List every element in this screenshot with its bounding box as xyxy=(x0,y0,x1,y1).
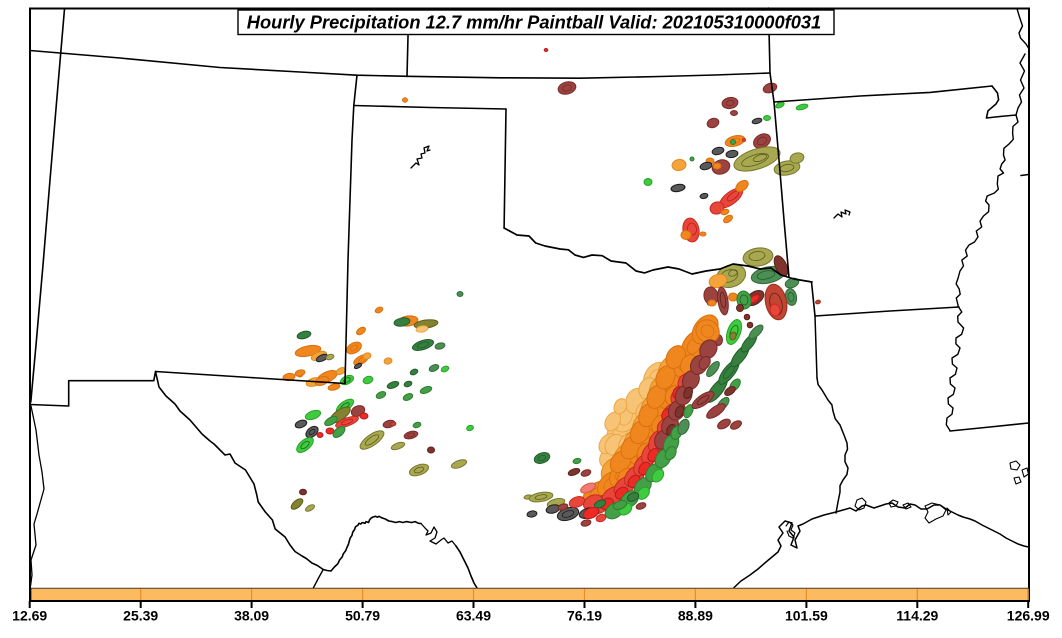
svg-text:101.59: 101.59 xyxy=(785,608,828,624)
svg-text:88.89: 88.89 xyxy=(678,608,713,624)
svg-text:126.99: 126.99 xyxy=(1007,608,1050,624)
svg-text:38.09: 38.09 xyxy=(234,608,269,624)
svg-text:63.49: 63.49 xyxy=(456,608,491,624)
svg-text:114.29: 114.29 xyxy=(896,608,938,624)
svg-text:12.69: 12.69 xyxy=(12,608,47,624)
svg-text:76.19: 76.19 xyxy=(567,608,602,624)
svg-text:25.39: 25.39 xyxy=(123,608,158,624)
svg-text:Hourly Precipitation 12.7 mm/h: Hourly Precipitation 12.7 mm/hr Paintbal… xyxy=(247,12,821,33)
svg-text:50.79: 50.79 xyxy=(345,608,380,624)
